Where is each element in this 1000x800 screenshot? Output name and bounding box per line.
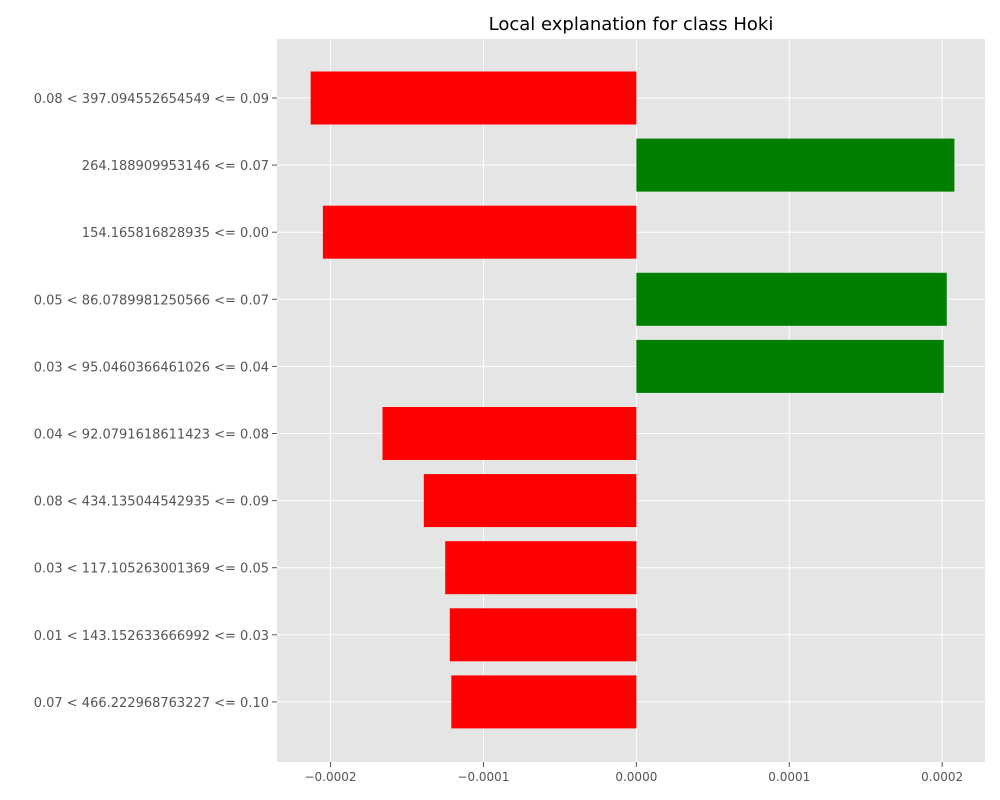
y-tick-label: 154.165816828935 <= 0.00 — [82, 226, 269, 241]
x-tick-label: 0.0002 — [921, 770, 963, 784]
bars — [310, 71, 955, 729]
bar — [382, 407, 637, 460]
y-tick-label: 264.188909953146 <= 0.07 — [82, 159, 269, 174]
x-axis-ticks: −0.0002 −0.0001 0.0000 0.0001 0.0002 — [304, 762, 963, 784]
y-axis-ticks: 0.08 < 397.094552654549 <= 0.09 264.18890… — [34, 92, 277, 711]
y-tick-label: 0.01 < 143.152633666992 <= 0.03 — [34, 629, 269, 644]
x-tick-label: 0.0001 — [768, 770, 810, 784]
bar — [322, 205, 637, 259]
bar — [445, 541, 637, 595]
y-tick-label: 0.04 < 92.0791618611423 <= 0.08 — [34, 428, 269, 443]
bar — [636, 272, 947, 326]
y-tick-label: 0.08 < 397.094552654549 <= 0.09 — [34, 92, 269, 107]
chart-title: Local explanation for class Hoki — [489, 14, 774, 35]
x-tick-label: −0.0002 — [304, 770, 356, 784]
x-tick-label: −0.0001 — [457, 770, 509, 784]
x-tick-label: 0.0000 — [615, 770, 657, 784]
bar — [423, 474, 637, 528]
y-tick-label: 0.03 < 117.105263001369 <= 0.05 — [34, 562, 269, 577]
bar — [310, 71, 637, 125]
bar — [449, 608, 637, 662]
bar — [636, 138, 955, 192]
y-tick-label: 0.08 < 434.135044542935 <= 0.09 — [34, 495, 269, 510]
bar — [451, 675, 637, 729]
bar — [636, 339, 944, 393]
y-tick-label: 0.07 < 466.222968763227 <= 0.10 — [34, 696, 269, 711]
y-tick-label: 0.03 < 95.0460366461026 <= 0.04 — [34, 360, 269, 375]
y-tick-label: 0.05 < 86.0789981250566 <= 0.07 — [34, 293, 269, 308]
